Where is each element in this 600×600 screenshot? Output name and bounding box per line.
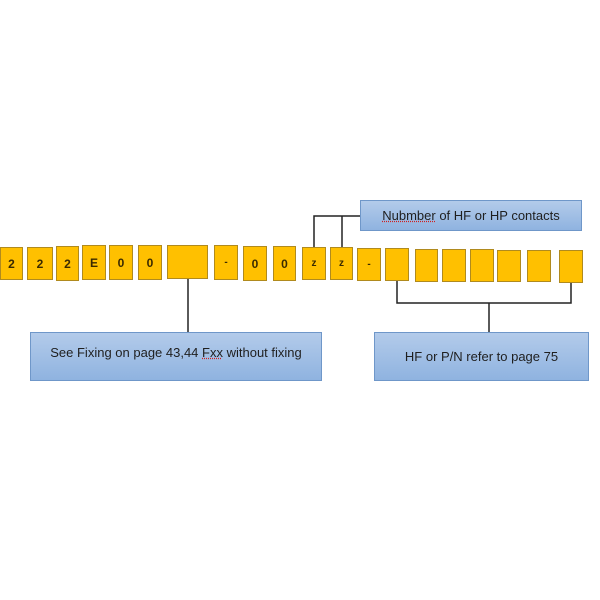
contacts-note-word: Nubmber (382, 208, 436, 223)
part-number-cell (559, 250, 583, 283)
part-number-cell (497, 250, 521, 282)
fixing-note-spell: Fxx (202, 345, 223, 360)
part-number-cell: 0 (273, 246, 296, 281)
part-number-cell: E (82, 245, 106, 280)
fixing-note: See Fixing on page 43,44 Fxx without fix… (30, 332, 322, 381)
part-number-cell (442, 249, 466, 282)
fixing-note-post: without fixing (222, 345, 302, 360)
pn-note: HF or P/N refer to page 75 (374, 332, 589, 381)
part-number-cell (527, 250, 551, 282)
contacts-connector (313, 215, 360, 247)
part-number-cell (167, 245, 208, 279)
part-number-cell: 2 (27, 247, 53, 280)
part-number-cell: - (357, 248, 381, 281)
part-number-cell: z (302, 247, 326, 280)
part-number-cell (415, 249, 438, 282)
pn-bracket (396, 281, 572, 304)
part-number-cell: 2 (0, 247, 23, 280)
part-number-cell (470, 249, 494, 282)
fixing-note-pre: See Fixing on page 43,44 (50, 345, 203, 360)
part-number-cell: 0 (243, 246, 267, 281)
part-number-cell: 2 (56, 246, 79, 281)
part-number-cell (385, 248, 409, 281)
part-number-cell: 0 (138, 245, 162, 280)
contacts-note: Nubmber of HF or HP contacts (360, 200, 582, 231)
part-number-cell: z (330, 247, 353, 280)
part-number-cell: 0 (109, 245, 133, 280)
pn-note-text: HF or P/N refer to page 75 (404, 349, 559, 364)
part-number-cell: - (214, 245, 238, 280)
contacts-note-text: of HF or HP contacts (435, 208, 560, 223)
